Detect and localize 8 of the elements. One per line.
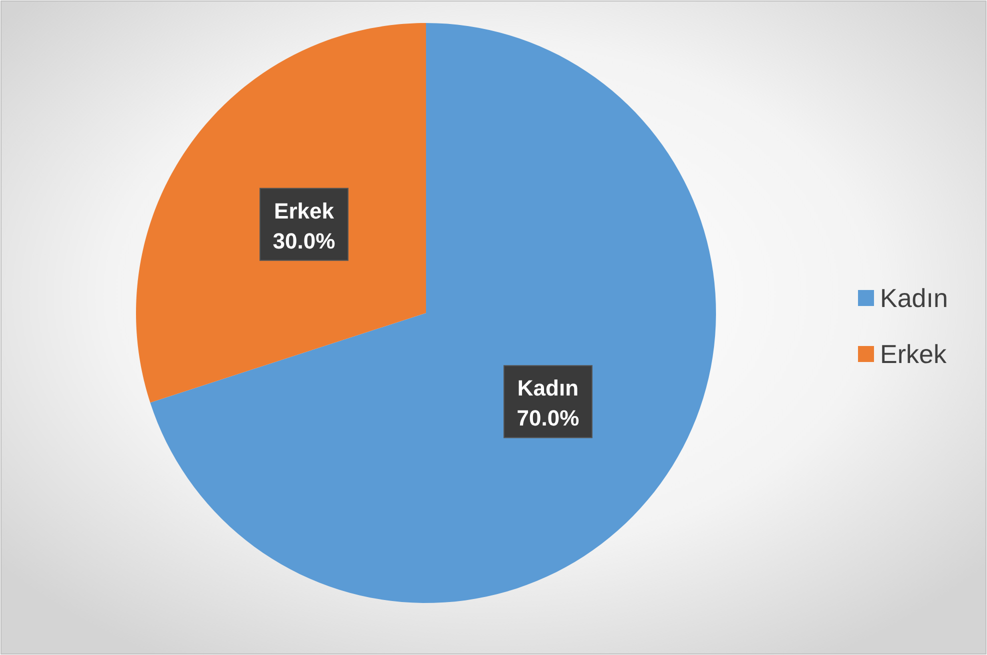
pie-slice: [136, 23, 426, 403]
legend-label: Erkek: [880, 339, 948, 369]
legend-label: Kadın: [880, 283, 948, 313]
data-label: 70.0%: [516, 406, 580, 431]
slice-label: Erkek: [274, 198, 335, 224]
slice-label: Kadın: [517, 376, 579, 401]
pie-slice: [150, 23, 716, 603]
data-label: 30.0%: [272, 228, 336, 254]
